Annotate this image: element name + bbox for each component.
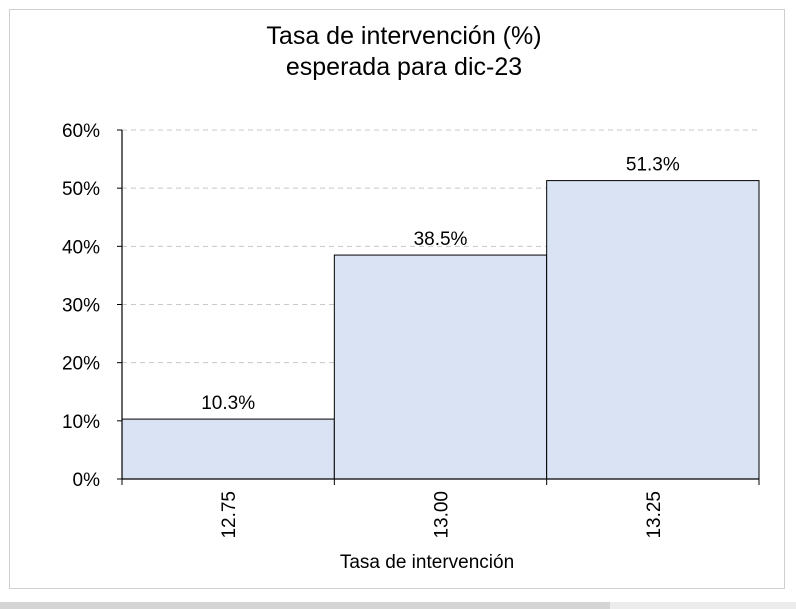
labels: 0% 10% 20% 30% 40% 50% 60% 10.3% 12.75 38.5% 13.00… bbox=[62, 121, 680, 539]
chart-title-line-2: esperada para dic-23 bbox=[286, 53, 522, 81]
y-tick-label: 40% bbox=[62, 237, 100, 258]
chart-title-line-1: Tasa de intervención (%) bbox=[266, 22, 541, 50]
bars bbox=[121, 180, 760, 480]
y-tick-label: 50% bbox=[62, 179, 100, 200]
x-tick-label: 12.75 bbox=[219, 491, 240, 539]
data-label: 38.5% bbox=[414, 229, 468, 250]
axes bbox=[117, 129, 760, 485]
y-tick-label: 10% bbox=[62, 412, 100, 433]
y-tick-label: 0% bbox=[73, 470, 101, 491]
scroll-strip-end bbox=[610, 602, 796, 609]
bar-13.00 bbox=[333, 254, 548, 480]
y-tick-label: 20% bbox=[62, 354, 100, 375]
bar-13.25 bbox=[546, 180, 760, 480]
data-label: 51.3% bbox=[626, 155, 680, 176]
y-tick-label: 30% bbox=[62, 296, 100, 317]
x-tick-label: 13.00 bbox=[432, 491, 453, 539]
bar-12.75 bbox=[121, 418, 335, 480]
x-axis-title: Tasa de intervención bbox=[340, 552, 514, 573]
x-tick-label: 13.25 bbox=[644, 491, 665, 539]
scroll-strip bbox=[0, 602, 610, 609]
data-label: 10.3% bbox=[201, 393, 255, 414]
y-tick-label: 60% bbox=[62, 121, 100, 142]
